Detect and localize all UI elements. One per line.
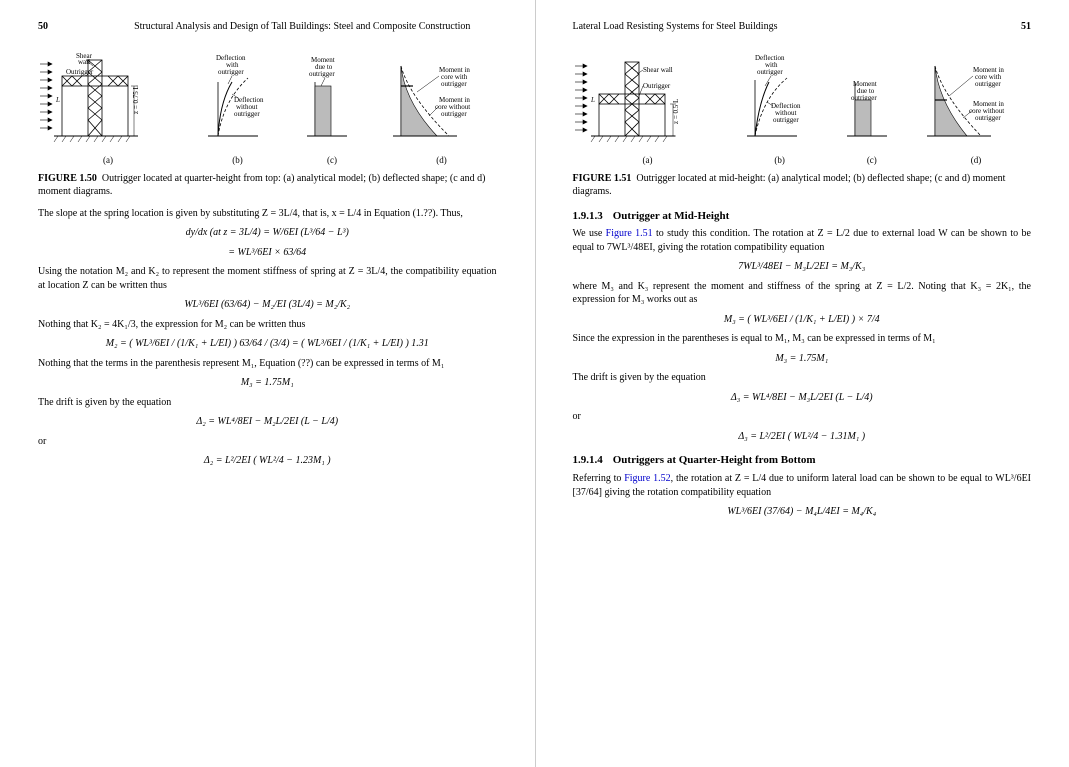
left-eq2: WL³/6EI (63/64) − M₂/EI (3L/4) = M₂/K₂ xyxy=(38,298,497,312)
left-p5: The drift is given by the equation xyxy=(38,396,497,410)
subfig-a-r: Shear wall Outrigger L z = 0.5 L (a) xyxy=(573,52,723,166)
left-p1: The slope at the spring location is give… xyxy=(38,207,497,221)
left-eq1b: = WL³/6EI × 63/64 xyxy=(38,246,497,260)
section-1-9-1-4-title: Outriggers at Quarter-Height from Bottom xyxy=(613,454,816,466)
subfig-a: Shear wall Outrigger L z = 0.75 L (a) xyxy=(38,52,178,166)
figure-1-51-caption-bold: FIGURE 1.51 xyxy=(573,173,632,184)
figure-1-50-caption: FIGURE 1.50 Outrigger located at quarter… xyxy=(38,172,497,199)
svg-text:Shear wall: Shear wall xyxy=(643,66,673,74)
left-p3: Nothing that K₂ = 4K₁/3, the expression … xyxy=(38,318,497,332)
right-p1a: We use xyxy=(573,228,606,239)
right-eq2: M₃ = ( WL³/6EI / (1/K₁ + L/EI) ) × 7/4 xyxy=(573,313,1032,327)
running-head-right: Lateral Load Resisting Systems for Steel… xyxy=(573,20,1032,34)
right-p4: The drift is given by the equation xyxy=(573,371,1032,385)
running-head-left: Structural Analysis and Design of Tall B… xyxy=(38,20,497,34)
book-spread: 50 Structural Analysis and Design of Tal… xyxy=(0,0,1069,767)
diagram-a-icon: Shear wall Outrigger L z = 0.75 L xyxy=(38,52,178,152)
page-divider xyxy=(535,0,536,767)
right-p6: Referring to Figure 1.52, the rotation a… xyxy=(573,472,1032,499)
right-p6b: , the rotation at Z = L/4 due to uniform… xyxy=(671,473,996,484)
subfig-c-label: (c) xyxy=(297,154,367,166)
right-p2: where M₃ and K₃ represent the moment and… xyxy=(573,280,1032,307)
left-p6: or xyxy=(38,435,497,449)
diagram-b-r-icon: Deflection with outrigger Deflection wit… xyxy=(737,52,823,152)
left-eq6: Δ₂ = L²/2EI ( WL²/4 − 1.23M₁ ) xyxy=(38,454,497,468)
left-eq5: Δ₂ = WL⁴/8EI − M₂L/2EI (L − L/4) xyxy=(38,415,497,429)
svg-text:z = 0.75 L: z = 0.75 L xyxy=(132,85,140,114)
subfig-a-r-label: (a) xyxy=(573,154,723,166)
subfig-d-r-label: (d) xyxy=(921,154,1031,166)
figure-1-51-caption: FIGURE 1.51 Outrigger located at mid-hei… xyxy=(573,172,1032,199)
diagram-b-icon: Deflection with outrigger Deflection wit… xyxy=(198,52,278,152)
right-p5: or xyxy=(573,410,1032,424)
right-page: 51 Lateral Load Resisting Systems for St… xyxy=(535,0,1069,767)
left-eq3: M₂ = ( WL³/6EI / (1/K₁ + L/EI) ) 63/64 /… xyxy=(38,337,497,351)
subfig-b-r-label: (b) xyxy=(737,154,823,166)
right-eq6: WL³/6EI (37/64) − M₄L/4EI = M₄/K₄ xyxy=(573,505,1032,519)
figure-1-50-caption-bold: FIGURE 1.50 xyxy=(38,173,97,184)
xref-figure-1-51[interactable]: Figure 1.51 xyxy=(606,228,653,239)
subfig-d-r: Moment in core with outrigger Moment in … xyxy=(921,52,1031,166)
svg-text:outrigger: outrigger xyxy=(309,70,335,78)
svg-text:outrigger: outrigger xyxy=(773,116,799,124)
subfig-c-r: Moment due to outrigger (c) xyxy=(837,52,907,166)
left-eq1a: dy/dx (at z = 3L/4) = W/6EI (L³/64 − L³) xyxy=(38,226,497,240)
figure-1-51: Shear wall Outrigger L z = 0.5 L (a) Def… xyxy=(573,52,1032,166)
subfig-d-label: (d) xyxy=(387,154,497,166)
svg-text:outrigger: outrigger xyxy=(441,80,467,88)
section-1-9-1-3-num: 1.9.1.3 xyxy=(573,210,603,222)
figure-1-51-caption-text: Outrigger located at mid-height: (a) ana… xyxy=(573,173,1006,198)
section-1-9-1-4-num: 1.9.1.4 xyxy=(573,454,603,466)
left-p4: Nothing that the terms in the parenthesi… xyxy=(38,357,497,371)
xref-figure-1-52[interactable]: Figure 1.52 xyxy=(624,473,670,484)
diagram-d-r-icon: Moment in core with outrigger Moment in … xyxy=(921,52,1031,152)
svg-text:Outrigger: Outrigger xyxy=(66,68,94,76)
subfig-b-label: (b) xyxy=(198,154,278,166)
subfig-c: Moment due to outrigger (c) xyxy=(297,52,367,166)
subfig-b: Deflection with outrigger Deflection wit… xyxy=(198,52,278,166)
section-1-9-1-4-head: 1.9.1.4 Outriggers at Quarter-Height from… xyxy=(573,453,1032,468)
svg-text:outrigger: outrigger xyxy=(975,114,1001,122)
svg-text:Outrigger: Outrigger xyxy=(643,82,671,90)
svg-text:outrigger: outrigger xyxy=(234,110,260,118)
svg-text:outrigger: outrigger xyxy=(218,68,244,76)
subfig-d: Moment in core with outrigger Moment in … xyxy=(387,52,497,166)
left-p2: Using the notation M₂ and K₂ to represen… xyxy=(38,265,497,292)
left-eq4: M₃ = 1.75M₁ xyxy=(38,376,497,390)
page-number-left: 50 xyxy=(38,20,48,34)
svg-text:L: L xyxy=(55,96,60,104)
right-eq5: Δ₃ = L²/2EI ( WL²/4 − 1.31M₁ ) xyxy=(573,430,1032,444)
right-eq3: M₃ = 1.75M₁ xyxy=(573,352,1032,366)
section-1-9-1-3-title: Outrigger at Mid-Height xyxy=(613,210,730,222)
svg-text:outrigger: outrigger xyxy=(441,110,467,118)
diagram-c-icon: Moment due to outrigger xyxy=(297,52,367,152)
subfig-c-r-label: (c) xyxy=(837,154,907,166)
figure-1-50-caption-text: Outrigger located at quarter-height from… xyxy=(38,173,485,198)
diagram-d-icon: Moment in core with outrigger Moment in … xyxy=(387,52,497,152)
figure-1-50: Shear wall Outrigger L z = 0.75 L (a) De… xyxy=(38,52,497,166)
svg-text:outrigger: outrigger xyxy=(757,68,783,76)
svg-text:L: L xyxy=(590,96,595,104)
svg-text:outrigger: outrigger xyxy=(975,80,1001,88)
left-page: 50 Structural Analysis and Design of Tal… xyxy=(0,0,535,767)
page-number-right: 51 xyxy=(1021,20,1031,34)
diagram-c-r-icon: Moment due to outrigger xyxy=(837,52,907,152)
right-eq4: Δ₃ = WL⁴/8EI − M₃L/2EI (L − L/4) xyxy=(573,391,1032,405)
section-1-9-1-3-head: 1.9.1.3 Outrigger at Mid-Height xyxy=(573,209,1032,224)
subfig-a-label: (a) xyxy=(38,154,178,166)
right-eq1: 7WL³/48EI − M₃L/2EI = M₃/K₃ xyxy=(573,260,1032,274)
diagram-a-r-icon: Shear wall Outrigger L z = 0.5 L xyxy=(573,52,723,152)
right-p1: We use Figure 1.51 to study this conditi… xyxy=(573,227,1032,254)
right-p3: Since the expression in the parentheses … xyxy=(573,332,1032,346)
subfig-b-r: Deflection with outrigger Deflection wit… xyxy=(737,52,823,166)
right-p6a: Referring to xyxy=(573,473,625,484)
svg-text:z = 0.5 L: z = 0.5 L xyxy=(672,98,680,123)
